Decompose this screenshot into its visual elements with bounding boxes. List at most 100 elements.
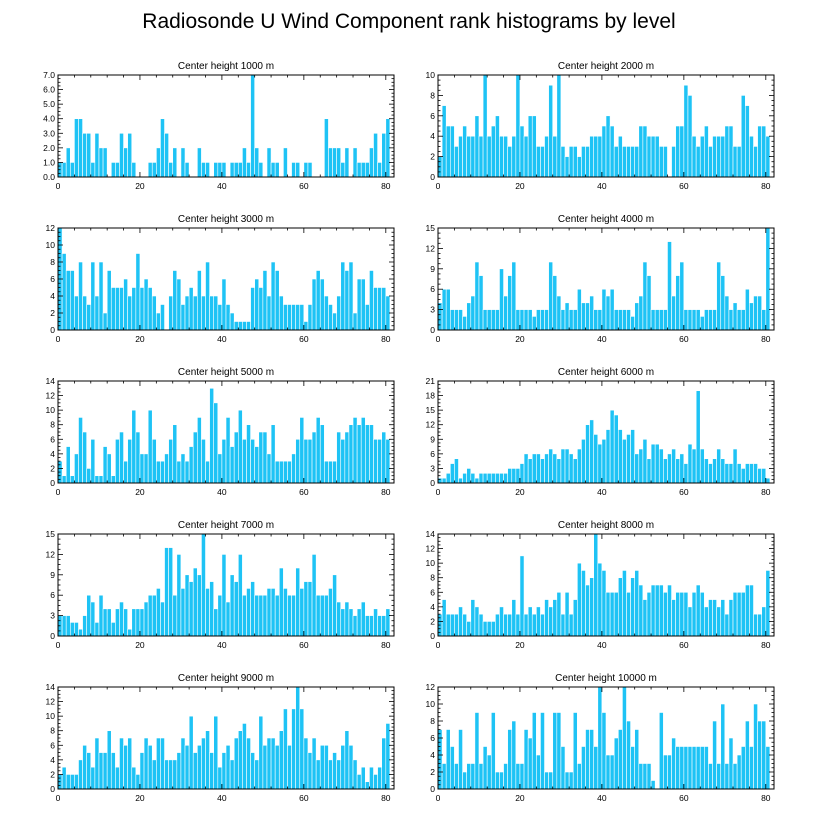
histogram-bar [254, 594, 260, 637]
histogram-bar [221, 162, 227, 178]
histogram-bar [495, 771, 500, 790]
histogram-bar [687, 95, 693, 178]
histogram-bar [581, 746, 586, 790]
histogram-bar [597, 443, 603, 484]
histogram-bar [291, 594, 296, 637]
histogram-bar [147, 594, 153, 637]
histogram-bar [303, 162, 309, 178]
x-tick-label: 40 [217, 487, 227, 497]
y-tick-label: 14 [46, 682, 56, 692]
histogram-bar [266, 295, 272, 331]
histogram-bar [266, 453, 272, 484]
histogram-bar [217, 594, 223, 637]
y-tick-label: 15 [426, 405, 436, 415]
histogram-bar [745, 584, 750, 637]
histogram-bar [102, 608, 108, 637]
histogram-bar [65, 446, 71, 484]
histogram-bar [147, 744, 153, 790]
histogram-bar [106, 608, 112, 637]
histogram-bar [732, 146, 738, 178]
histogram-bar [531, 712, 537, 790]
histogram-bar [78, 118, 83, 178]
y-tick-label: 4.0 [43, 114, 55, 124]
histogram-bar [544, 599, 549, 637]
histogram-bar [365, 781, 370, 790]
histogram-bar [201, 295, 206, 331]
histogram-bar [110, 162, 116, 178]
histogram-bar [307, 752, 313, 790]
histogram-bar [568, 613, 574, 637]
histogram-bar [237, 730, 243, 790]
x-tick-label: 80 [761, 181, 771, 191]
histogram-bar [332, 312, 337, 331]
histogram-bar [336, 601, 342, 637]
histogram-bar [753, 295, 758, 331]
histogram-bar [445, 472, 451, 484]
histogram-bar [188, 581, 194, 637]
histogram-bar [536, 146, 541, 178]
histogram-bar [499, 268, 504, 331]
histogram-bar [716, 135, 722, 178]
histogram-bar [609, 754, 615, 790]
y-tick-label: 2 [50, 463, 55, 473]
histogram-bar [577, 562, 582, 637]
histogram-bar [340, 438, 346, 484]
histogram-bar [307, 162, 313, 178]
histogram-bar [454, 763, 459, 790]
histogram-bar [188, 446, 194, 484]
histogram-bar [679, 591, 685, 637]
histogram-bar [663, 754, 668, 790]
histogram-bar [503, 295, 508, 331]
histogram-bar [593, 746, 599, 790]
y-tick-label: 6 [430, 284, 435, 294]
histogram-bar [373, 132, 378, 178]
y-tick-label: 3 [50, 611, 55, 621]
y-tick-label: 10 [46, 405, 56, 415]
histogram-bar [184, 574, 190, 637]
histogram-bar [69, 270, 75, 331]
histogram-bar [708, 146, 713, 178]
histogram-bar [119, 737, 124, 790]
y-tick-label: 0 [50, 478, 55, 488]
histogram-bar [287, 744, 292, 790]
histogram-bar [503, 135, 508, 178]
histogram-bar [490, 712, 496, 790]
histogram-bar [478, 275, 484, 331]
y-tick-label: 14 [426, 529, 436, 539]
histogram-bar [229, 574, 235, 637]
histogram-bar [761, 468, 767, 484]
histogram-bar [671, 448, 676, 484]
histogram-bar [82, 431, 87, 484]
histogram-bar [205, 460, 210, 484]
x-tick-label: 20 [135, 640, 145, 650]
histogram-bar [646, 591, 652, 637]
histogram-bar [540, 458, 545, 484]
histogram-bar [197, 744, 202, 790]
x-tick-label: 60 [679, 181, 689, 191]
histogram-bar [671, 146, 676, 178]
histogram-bar [135, 431, 141, 484]
histogram-bar [474, 115, 480, 178]
histogram-bar [474, 606, 480, 637]
histogram-bar [360, 278, 366, 331]
histogram-bar [180, 147, 186, 178]
histogram-bar [581, 570, 586, 637]
histogram-bar [531, 115, 537, 178]
histogram-bar [242, 438, 247, 484]
histogram-bar [250, 287, 255, 331]
histogram-bar [650, 309, 656, 331]
y-tick-label: 14 [46, 376, 56, 386]
histogram-bar [135, 253, 141, 331]
histogram-bar [225, 417, 231, 484]
histogram-bar [449, 463, 455, 484]
histogram-bar [556, 458, 562, 484]
histogram-bar [564, 448, 570, 484]
histogram-bar [613, 146, 619, 178]
histogram-bar [344, 601, 350, 637]
histogram-bar [303, 737, 309, 790]
histogram-bar [642, 438, 648, 484]
histogram-bar [139, 287, 145, 331]
y-tick-label: 12 [46, 549, 56, 559]
histogram-bar [601, 438, 607, 484]
histogram-bar [658, 146, 664, 178]
